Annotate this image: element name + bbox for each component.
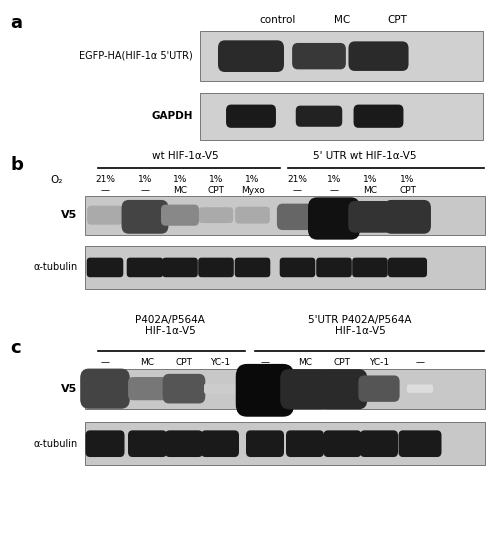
Text: control: control — [260, 15, 296, 25]
Bar — [85, 196, 485, 235]
FancyBboxPatch shape — [198, 257, 234, 277]
Text: CPT: CPT — [176, 358, 192, 367]
FancyBboxPatch shape — [122, 200, 168, 234]
Text: —: — — [140, 186, 149, 195]
Text: EGFP-HA(HIF-1α 5'UTR): EGFP-HA(HIF-1α 5'UTR) — [79, 51, 192, 61]
FancyBboxPatch shape — [80, 369, 130, 409]
Text: —: — — [416, 358, 424, 367]
FancyBboxPatch shape — [352, 257, 388, 277]
Text: MC: MC — [298, 358, 312, 367]
FancyBboxPatch shape — [218, 41, 284, 72]
FancyBboxPatch shape — [286, 430, 324, 457]
FancyBboxPatch shape — [199, 207, 233, 223]
Text: YC-1: YC-1 — [369, 358, 389, 367]
FancyBboxPatch shape — [246, 430, 284, 457]
FancyBboxPatch shape — [201, 430, 239, 457]
FancyBboxPatch shape — [316, 257, 352, 277]
Text: wt HIF-1α-V5: wt HIF-1α-V5 — [152, 151, 218, 161]
Text: b: b — [10, 156, 23, 173]
FancyBboxPatch shape — [280, 369, 330, 409]
FancyBboxPatch shape — [226, 105, 276, 128]
Text: 1%: 1% — [327, 175, 341, 184]
Text: 1%: 1% — [400, 175, 414, 184]
Text: V5: V5 — [61, 210, 78, 220]
FancyBboxPatch shape — [348, 201, 392, 232]
Bar — [85, 246, 485, 289]
Bar — [200, 93, 482, 140]
FancyBboxPatch shape — [318, 369, 368, 409]
FancyBboxPatch shape — [407, 384, 433, 393]
Bar — [200, 31, 482, 81]
Text: GAPDH: GAPDH — [151, 111, 192, 121]
Text: CPT: CPT — [399, 186, 416, 195]
Text: CPT: CPT — [388, 15, 407, 25]
FancyBboxPatch shape — [360, 430, 398, 457]
FancyBboxPatch shape — [162, 257, 198, 277]
Text: 21%: 21% — [95, 175, 115, 184]
Bar — [85, 422, 485, 465]
Text: YC-1: YC-1 — [210, 358, 230, 367]
FancyBboxPatch shape — [308, 197, 360, 240]
FancyBboxPatch shape — [87, 206, 123, 225]
FancyBboxPatch shape — [236, 364, 294, 417]
FancyBboxPatch shape — [128, 377, 167, 400]
Text: MC: MC — [173, 186, 187, 195]
FancyBboxPatch shape — [292, 43, 346, 70]
FancyBboxPatch shape — [86, 257, 124, 277]
Text: MC: MC — [334, 15, 350, 25]
Text: —: — — [330, 186, 338, 195]
Text: 1%: 1% — [363, 175, 377, 184]
FancyBboxPatch shape — [398, 430, 442, 457]
Text: —: — — [293, 186, 302, 195]
Text: MC: MC — [363, 186, 377, 195]
FancyBboxPatch shape — [161, 205, 199, 226]
Text: MC: MC — [140, 358, 154, 367]
FancyBboxPatch shape — [384, 200, 431, 234]
FancyBboxPatch shape — [358, 375, 400, 402]
Text: 1%: 1% — [246, 175, 260, 184]
Text: —: — — [100, 186, 110, 195]
Text: a: a — [10, 14, 22, 32]
Text: P402A/P564A
HIF-1α-V5: P402A/P564A HIF-1α-V5 — [135, 315, 205, 336]
Text: 5' UTR wt HIF-1α-V5: 5' UTR wt HIF-1α-V5 — [313, 151, 417, 161]
FancyBboxPatch shape — [165, 430, 203, 457]
FancyBboxPatch shape — [354, 105, 404, 128]
Bar — [85, 369, 485, 409]
Text: 1%: 1% — [138, 175, 152, 184]
Text: α-tubulin: α-tubulin — [33, 262, 78, 272]
FancyBboxPatch shape — [162, 374, 206, 404]
Text: c: c — [10, 339, 20, 357]
FancyBboxPatch shape — [126, 257, 164, 277]
Text: —: — — [100, 358, 110, 367]
Text: CPT: CPT — [334, 358, 351, 367]
FancyBboxPatch shape — [296, 106, 342, 127]
Text: Myxo: Myxo — [240, 186, 264, 195]
FancyBboxPatch shape — [234, 257, 270, 277]
FancyBboxPatch shape — [128, 430, 167, 457]
Text: CPT: CPT — [208, 186, 224, 195]
Text: 21%: 21% — [288, 175, 308, 184]
FancyBboxPatch shape — [388, 257, 427, 277]
Text: V5: V5 — [61, 384, 78, 394]
FancyBboxPatch shape — [277, 203, 318, 230]
Text: O₂: O₂ — [50, 175, 62, 185]
FancyBboxPatch shape — [235, 207, 270, 224]
Text: —: — — [260, 358, 270, 367]
Text: 5'UTR P402A/P564A
HIF-1α-V5: 5'UTR P402A/P564A HIF-1α-V5 — [308, 315, 412, 336]
Text: 1%: 1% — [173, 175, 187, 184]
FancyBboxPatch shape — [86, 430, 124, 457]
Text: 1%: 1% — [209, 175, 223, 184]
FancyBboxPatch shape — [204, 384, 236, 394]
FancyBboxPatch shape — [324, 430, 362, 457]
Text: α-tubulin: α-tubulin — [33, 439, 78, 449]
FancyBboxPatch shape — [280, 257, 316, 277]
FancyBboxPatch shape — [348, 41, 408, 71]
